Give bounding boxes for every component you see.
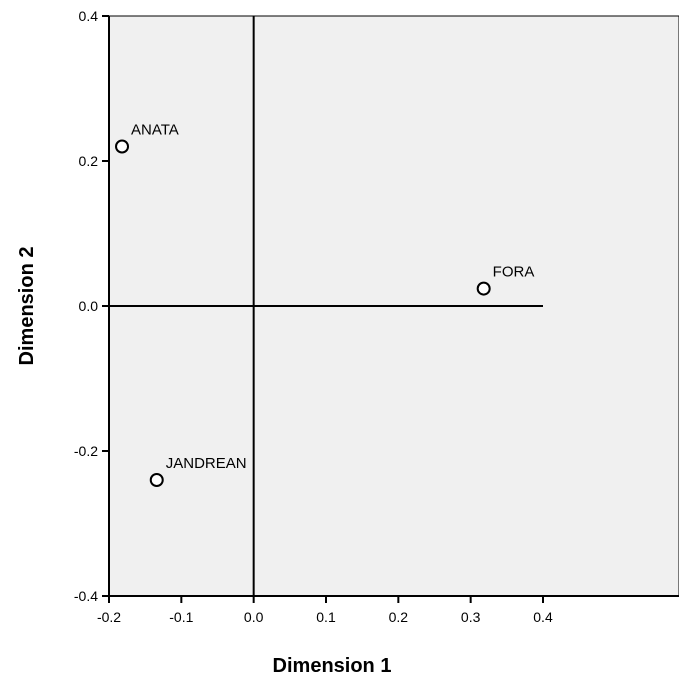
data-point-marker <box>149 473 164 487</box>
x-tick-label: -0.1 <box>169 609 193 625</box>
y-tick-label: 0.4 <box>79 8 99 24</box>
data-point-label: FORA <box>493 264 535 281</box>
data-point-marker <box>476 281 491 296</box>
x-tick-label: 0.2 <box>389 609 409 625</box>
y-tick-label: 0.0 <box>79 298 99 314</box>
y-tick-label: -0.2 <box>74 443 98 459</box>
x-tick-label: 0.1 <box>316 609 336 625</box>
x-tick-label: 0.0 <box>244 609 264 625</box>
x-tick-label: -0.2 <box>97 609 121 625</box>
data-point-label: ANATA <box>131 122 179 139</box>
data-point-label: JANDREAN <box>166 455 247 472</box>
y-axis-title: Dimension 2 <box>16 247 38 366</box>
x-tick-label: 0.3 <box>461 609 481 625</box>
x-axis-title: Dimension 1 <box>273 655 392 677</box>
data-point-marker <box>115 139 130 154</box>
y-axis-ticks: 0.4 0.2 0.0 -0.2 -0.4 <box>74 8 109 604</box>
data-points: ANATA FORA JANDREAN <box>115 122 535 487</box>
x-axis-ticks: -0.2 -0.1 0.0 0.1 0.2 0.3 0.4 <box>97 596 553 625</box>
x-tick-label: 0.4 <box>533 609 553 625</box>
y-tick-label: -0.4 <box>74 588 98 604</box>
y-tick-label: 0.2 <box>79 153 99 169</box>
